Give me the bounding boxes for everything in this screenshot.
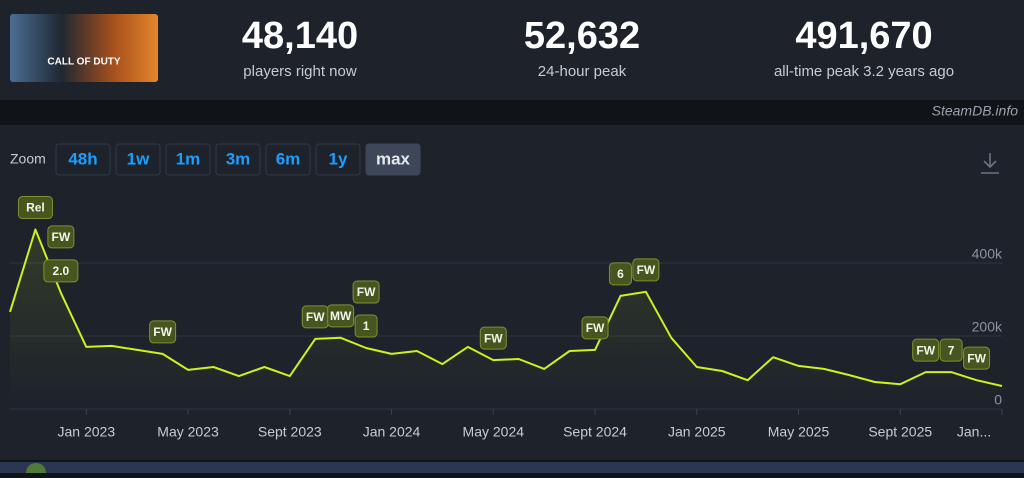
x-tick-label: Sept 2025 [868,424,932,440]
event-flag-label: FW [306,310,325,324]
event-flag [47,225,75,249]
area [10,229,1002,409]
event-flag [912,338,940,362]
y-tick-label: 200k [972,319,1003,335]
event-flag [581,316,609,340]
x-tick-label: Sept 2023 [258,424,322,440]
zoom-button-label: 1m [176,149,201,168]
event-flag [17,196,53,220]
stat-label: 24-hour peak [538,63,627,80]
zoom-button[interactable] [55,143,111,176]
event-flag-label: FW [52,230,71,244]
x-tick-label: Jan 2023 [58,424,116,440]
event-flag-label: Rel [26,201,45,215]
event-flag-label: 1 [363,319,370,333]
bottom-bar [0,462,1024,473]
event-flag-label: 6 [617,267,624,281]
zoom-button[interactable] [315,143,361,176]
x-tick-label: Jan... [957,424,991,440]
x-tick-label: Jan 2025 [668,424,726,440]
thumbnail-caption: CALL OF DUTY [47,57,120,68]
source[interactable]: SteamDB.info [932,103,1019,119]
event-flag-label: FW [967,351,986,365]
event-flag [327,304,355,328]
event-flag-label: MW [330,309,352,323]
zoom-button[interactable] [365,143,421,176]
x-tick-label: May 2024 [463,424,525,440]
event-flag-label: FW [484,331,503,345]
zoom-button-label: 6m [276,149,301,168]
x-tick-label: May 2025 [768,424,830,440]
stat-value: 48,140 [242,15,358,57]
event-flag-label: FW [586,321,605,335]
stats-panel [0,0,1024,100]
event-flag [354,314,378,338]
event-flag-label: FW [153,325,172,339]
event-flag [479,326,507,350]
event-flag-label: 2.0 [53,264,70,278]
zoom-button-label: max [376,149,411,168]
stat-label: players right now [243,63,357,80]
zoom-label: Zoom [10,151,46,167]
event-flag-label: FW [637,263,656,277]
x-tick-label: May 2023 [157,424,219,440]
event-flag-label: FW [357,285,376,299]
zoom-button[interactable] [165,143,211,176]
x-tick-label: Sept 2024 [563,424,627,440]
event-flag-label: FW [916,343,935,357]
zoom-button[interactable] [115,143,161,176]
stat-value: 52,632 [524,15,640,57]
event-flag-label: 7 [948,343,955,357]
stat-label: all-time peak 3.2 years ago [774,63,954,80]
event-flag [608,262,632,286]
zoom-button[interactable] [215,143,261,176]
event-flag [149,320,177,344]
stat-value: 491,670 [795,15,932,57]
event-flag [963,346,991,370]
zoom-button-label: 3m [226,149,251,168]
x-tick-label: Jan 2024 [363,424,421,440]
y-tick-label: 400k [972,246,1003,262]
event-flag [939,338,963,362]
zoom-button-label: 48h [68,149,97,168]
game-thumbnail[interactable] [10,14,158,82]
line [9,228,1003,387]
event-flag [632,258,660,282]
download-icon[interactable] [981,153,999,174]
event-flag [43,259,79,283]
zoom-button-label: 1y [329,149,348,168]
event-flag [352,280,380,304]
zoom-button-label: 1w [127,149,150,168]
zoom-button[interactable] [265,143,311,176]
